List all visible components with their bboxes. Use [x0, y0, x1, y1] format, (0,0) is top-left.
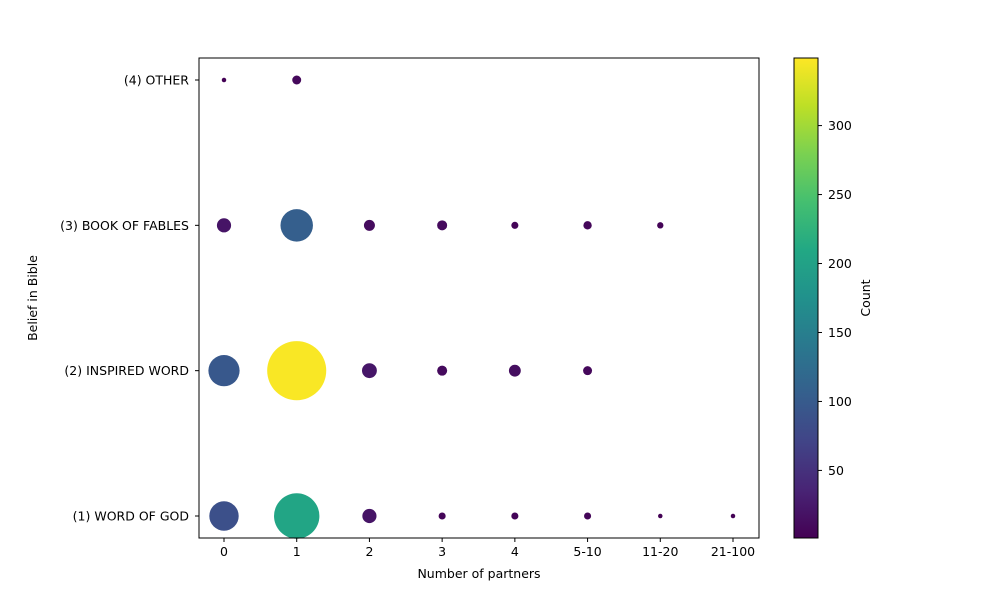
colorbar-tick-label: 150 [828, 325, 852, 340]
bubble-point [437, 220, 448, 231]
x-tick-label: 11-20 [642, 544, 678, 559]
y-axis-label: Belief in Bible [25, 255, 40, 341]
bubble-point [280, 209, 313, 242]
colorbar-tick-label: 250 [828, 187, 852, 202]
bubbles-layer [208, 75, 736, 539]
y-tick-label: (4) OTHER [124, 73, 189, 88]
colorbar-gradient [794, 58, 818, 538]
bubble-point [438, 512, 446, 520]
plot-background [199, 58, 759, 538]
x-tick-label: 3 [438, 544, 446, 559]
bubble-point [511, 512, 519, 520]
colorbar-tick-label: 50 [828, 463, 844, 478]
bubble-point [362, 508, 377, 524]
bubble-point [221, 77, 227, 83]
bubble-point [508, 364, 521, 377]
plot-frame [198, 57, 760, 539]
colorbar-label: Count [858, 279, 873, 316]
bubble-point [209, 501, 239, 531]
colorbar-ticks: 50 100 150 200 250 300 [818, 118, 852, 478]
x-tick-label: 2 [365, 544, 373, 559]
colorbar-frame [793, 57, 819, 539]
y-axis: (1) WORD OF GOD (2) INSPIRED WORD (3) BOOK… [60, 73, 199, 524]
x-tick-label: 4 [511, 544, 519, 559]
x-axis: 0 1 2 3 4 5-10 11-20 21-100 [220, 538, 755, 559]
x-tick-label: 21-100 [711, 544, 755, 559]
bubble-point [274, 493, 320, 539]
bubble-point [583, 366, 593, 376]
x-tick-label: 5-10 [573, 544, 601, 559]
bubble-point [267, 341, 327, 401]
bubble-point [584, 512, 592, 520]
bubble-point [361, 363, 377, 379]
y-tick-label: (2) INSPIRED WORD [64, 363, 189, 378]
x-axis-label: Number of partners [417, 566, 540, 581]
bubble-point [657, 222, 664, 229]
colorbar-tick-label: 300 [828, 118, 852, 133]
bubble-point [658, 513, 663, 519]
bubble-point [437, 365, 448, 376]
bubble-point [511, 221, 519, 229]
bubble-point [583, 221, 592, 230]
bubble-point [730, 513, 736, 519]
bubble-point [363, 219, 375, 231]
x-tick-label: 0 [220, 544, 228, 559]
colorbar: 50 100 150 200 250 300 Count [793, 57, 873, 539]
y-tick-label: (3) BOOK OF FABLES [60, 218, 189, 233]
bubble-point [216, 218, 232, 233]
bubble-point [292, 75, 302, 85]
x-tick-label: 1 [293, 544, 301, 559]
plot-area [198, 57, 760, 539]
y-tick-label: (1) WORD OF GOD [73, 509, 189, 524]
colorbar-tick-label: 200 [828, 256, 852, 271]
colorbar-tick-label: 100 [828, 394, 852, 409]
bubble-point [208, 355, 240, 387]
